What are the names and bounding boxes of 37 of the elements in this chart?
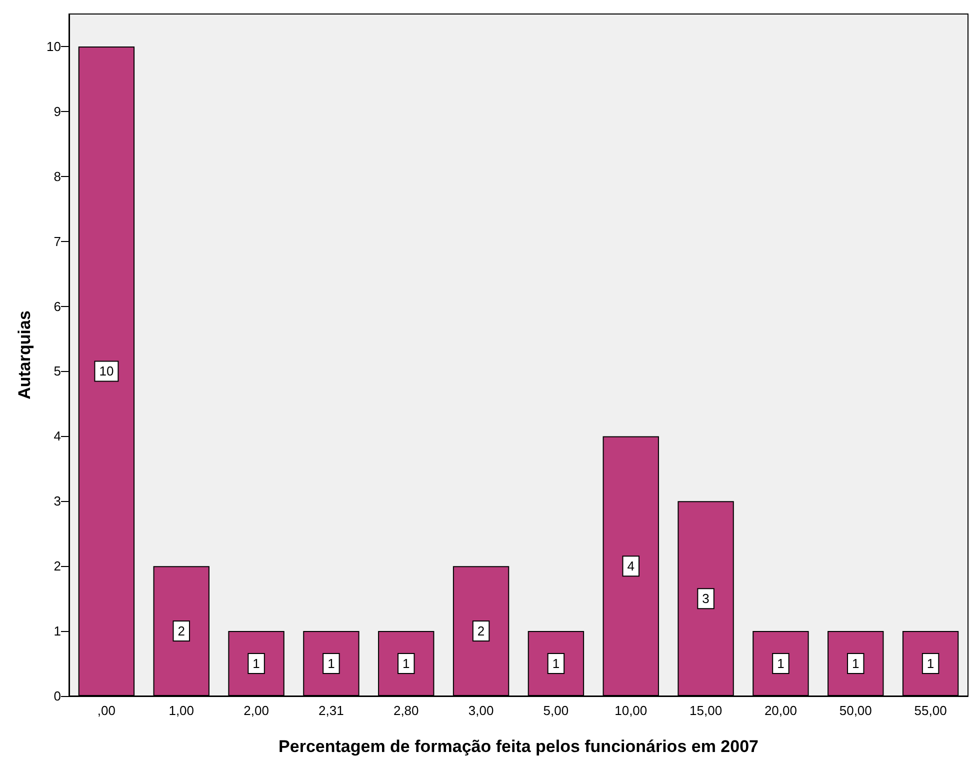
y-tick-label: 2 <box>54 558 61 574</box>
x-tick-label: 2,31 <box>318 703 344 718</box>
data-label: 4 <box>627 558 634 574</box>
data-label: 1 <box>777 656 784 672</box>
x-tick-label: 5,00 <box>543 703 569 718</box>
data-label: 1 <box>852 656 860 672</box>
data-label: 2 <box>477 624 485 639</box>
y-axis-title: Autarquias <box>15 310 34 400</box>
x-tick-label: 2,80 <box>393 703 419 718</box>
data-label: 1 <box>252 656 260 672</box>
data-label: 1 <box>328 656 335 672</box>
data-label: 1 <box>926 656 934 672</box>
y-tick-label: 0 <box>54 688 61 704</box>
x-tick-label: 55,00 <box>914 703 947 718</box>
data-label: 10 <box>99 364 114 379</box>
x-tick-label: 10,00 <box>614 703 648 718</box>
x-tick-label: 3,00 <box>468 703 494 718</box>
y-tick-label: 10 <box>46 38 61 54</box>
x-tick-label: 2,00 <box>244 703 269 718</box>
data-label: 2 <box>178 624 185 639</box>
y-tick-label: 5 <box>54 364 61 379</box>
data-label: 3 <box>702 591 710 606</box>
x-tick-label: 15,00 <box>690 703 722 718</box>
y-tick-label: 9 <box>54 104 61 119</box>
x-tick-label: ,00 <box>97 703 116 718</box>
y-tick-label: 7 <box>54 234 61 249</box>
data-label: 1 <box>552 656 560 672</box>
y-tick-label: 4 <box>54 428 61 444</box>
y-tick-label: 6 <box>54 298 61 314</box>
y-tick-label: 3 <box>54 494 61 509</box>
x-tick-label: 1,00 <box>168 703 194 718</box>
y-tick-label: 1 <box>54 624 61 639</box>
x-tick-label: 20,00 <box>764 703 797 718</box>
data-label: 1 <box>402 656 410 672</box>
x-tick-label: 50,00 <box>839 703 872 718</box>
x-axis-title: Percentagem de formação feita pelos funcionários em 2007 <box>278 737 758 756</box>
y-tick-label: 8 <box>54 168 61 184</box>
